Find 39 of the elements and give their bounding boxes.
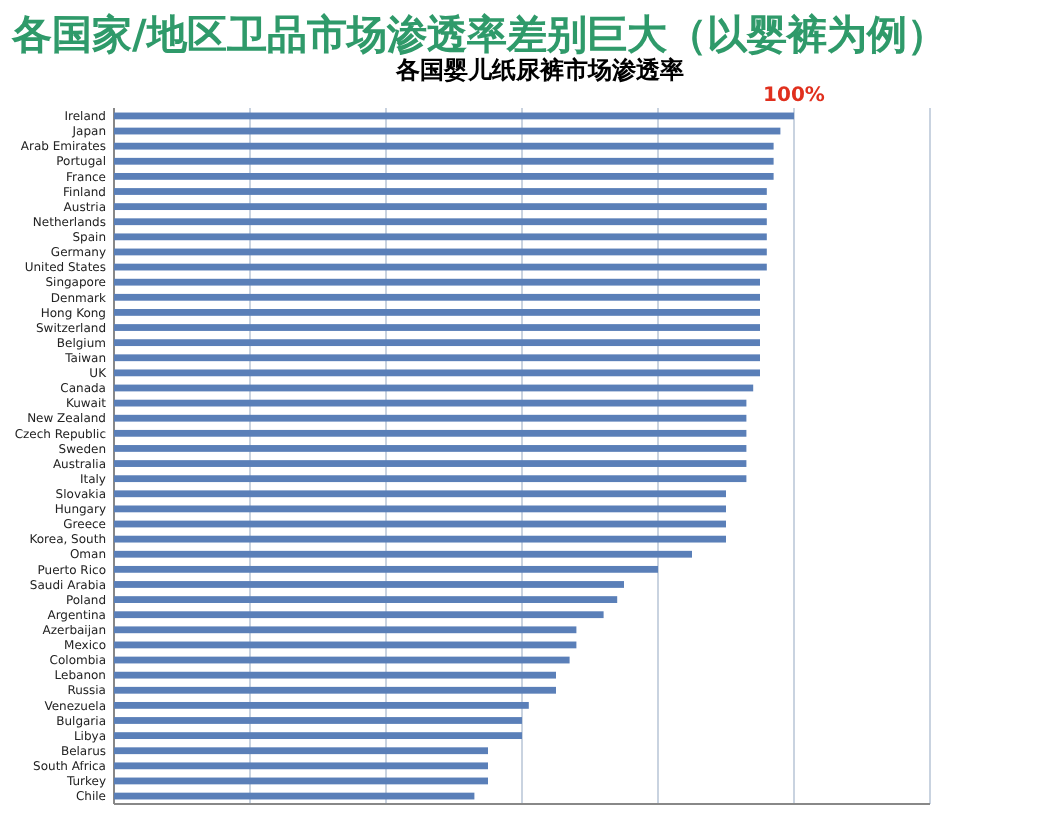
bar xyxy=(114,218,767,226)
bar xyxy=(114,732,522,740)
bar xyxy=(114,747,488,755)
bar xyxy=(114,701,529,709)
bar xyxy=(114,596,618,603)
bar xyxy=(114,203,767,211)
bar xyxy=(114,565,658,573)
bar xyxy=(114,142,774,150)
bar xyxy=(114,157,774,165)
bar xyxy=(114,414,747,422)
bar xyxy=(114,293,760,301)
bar xyxy=(114,309,760,316)
data-label: 100% xyxy=(763,84,825,107)
bar xyxy=(114,626,577,634)
bar xyxy=(114,762,488,770)
bar xyxy=(114,324,760,331)
bar xyxy=(114,686,556,694)
chart-title: 各国家/地区卫品市场渗透率差别巨大（以婴裤为例） xyxy=(10,10,947,58)
bar xyxy=(114,611,604,619)
bar xyxy=(114,354,760,362)
bar xyxy=(114,550,692,558)
bar xyxy=(114,339,760,347)
bar xyxy=(114,172,774,180)
bar xyxy=(114,475,747,483)
bar xyxy=(114,505,726,513)
bar xyxy=(114,490,726,498)
bar xyxy=(114,581,624,588)
bar xyxy=(114,445,747,452)
bar xyxy=(114,233,767,241)
bar xyxy=(114,188,767,195)
chart-subtitle: 各国婴儿纸尿裤市场渗透率 xyxy=(394,56,684,84)
bar xyxy=(114,460,747,467)
bar xyxy=(114,369,760,377)
bar xyxy=(114,717,522,724)
bar xyxy=(114,278,760,286)
bar xyxy=(114,399,747,407)
bar xyxy=(114,429,747,437)
bar xyxy=(114,671,556,679)
bar xyxy=(114,535,726,543)
